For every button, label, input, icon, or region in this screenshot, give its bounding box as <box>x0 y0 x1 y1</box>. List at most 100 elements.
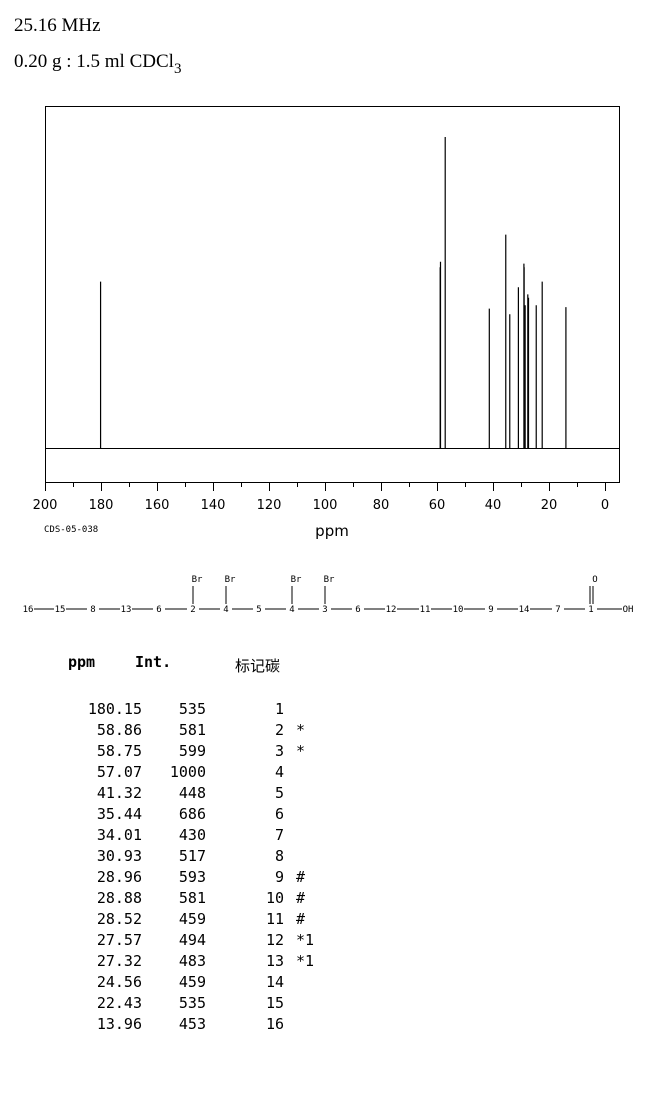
x-tick-label: 40 <box>485 498 502 513</box>
cell-note: *1 <box>296 931 315 949</box>
chain-atom-label: 10 <box>453 605 464 615</box>
cell-ppm: 30.93 <box>96 847 142 865</box>
cell-label: 16 <box>265 1015 284 1033</box>
cell-ppm: 13.96 <box>96 1015 142 1033</box>
x-tick-label: 160 <box>145 498 170 513</box>
x-tick-label: 20 <box>541 498 558 513</box>
chain-atom-label: 2 <box>190 605 195 615</box>
x-tick-label: 80 <box>373 498 390 513</box>
cell-ppm: 34.01 <box>96 826 142 844</box>
cell-int: 686 <box>178 805 206 823</box>
x-axis-tick-labels: 200 180 160 140 120 100 80 60 40 20 0 <box>33 498 610 513</box>
cell-label: 15 <box>265 994 284 1012</box>
col-header-label: 标记碳 <box>235 657 281 675</box>
cell-label: 13 <box>265 952 284 970</box>
cell-ppm: 27.57 <box>96 931 142 949</box>
chain-atom-label: 7 <box>555 605 560 615</box>
chain-atom-label: 6 <box>355 605 360 615</box>
cell-int: 581 <box>178 721 206 739</box>
cell-label: 5 <box>274 784 284 802</box>
x-tick-label: 200 <box>33 498 58 513</box>
chain-atom-label: 8 <box>90 605 95 615</box>
cell-int: 517 <box>178 847 206 865</box>
cell-ppm: 28.96 <box>96 868 142 886</box>
x-axis-ticks <box>45 483 606 491</box>
x-tick-label: 60 <box>429 498 446 513</box>
col-header-int: Int. <box>135 653 172 671</box>
cell-note: * <box>296 721 306 739</box>
cell-int: 581 <box>178 889 206 907</box>
substituent-label: Br <box>192 575 203 585</box>
chain-atom-label: 15 <box>55 605 66 615</box>
chain-atom-label: 14 <box>519 605 530 615</box>
substituent-label: Br <box>291 575 302 585</box>
chain-terminal-oh: OH <box>623 605 634 615</box>
cell-int: 1000 <box>169 763 206 781</box>
cell-ppm: 57.07 <box>96 763 142 781</box>
sample-conditions: 0.20 g : 1.5 ml CDCl3 <box>14 51 181 78</box>
spectrum-code: CDS-05-038 <box>44 525 99 535</box>
chain-atom-label: 4 <box>223 605 228 615</box>
cell-ppm: 24.56 <box>96 973 142 991</box>
chain-atom-label: 16 <box>23 605 34 615</box>
chain-atom-label: 3 <box>322 605 327 615</box>
cell-ppm: 58.86 <box>96 721 142 739</box>
cell-ppm: 27.32 <box>96 952 142 970</box>
chain-atom-label: 11 <box>420 605 431 615</box>
x-tick-label: 140 <box>201 498 226 513</box>
substituent-label: O <box>592 575 597 585</box>
cell-ppm: 58.75 <box>96 742 142 760</box>
chain-atom-label: 4 <box>289 605 294 615</box>
cell-int: 494 <box>178 931 206 949</box>
chain-atom-label: 6 <box>156 605 161 615</box>
cell-label: 1 <box>274 700 284 718</box>
cell-label: 12 <box>265 931 284 949</box>
spectrum-peaks <box>99 137 567 448</box>
cell-label: 11 <box>265 910 284 928</box>
x-tick-label: 120 <box>257 498 282 513</box>
substituent-label: Br <box>324 575 335 585</box>
cell-ppm: 28.52 <box>96 910 142 928</box>
cell-label: 10 <box>265 889 284 907</box>
cell-ppm: 22.43 <box>96 994 142 1012</box>
cell-note: # <box>296 889 306 907</box>
sample-conditions-subscript: 3 <box>173 61 182 77</box>
cell-int: 599 <box>178 742 206 760</box>
cell-ppm: 35.44 <box>96 805 142 823</box>
chain-atom-label: 5 <box>256 605 261 615</box>
cell-int: 453 <box>178 1015 206 1033</box>
cell-int: 535 <box>178 700 206 718</box>
cell-label: 4 <box>274 763 284 781</box>
cell-label: 6 <box>274 805 284 823</box>
cell-note: *1 <box>296 952 315 970</box>
cell-label: 2 <box>274 721 284 739</box>
cell-int: 593 <box>178 868 206 886</box>
cell-label: 9 <box>274 868 284 886</box>
cell-label: 3 <box>274 742 284 760</box>
chain-atom-label: 9 <box>488 605 493 615</box>
cell-int: 483 <box>178 952 206 970</box>
cell-note: # <box>296 868 306 886</box>
x-tick-label: 180 <box>89 498 114 513</box>
col-header-ppm: ppm <box>68 653 96 671</box>
plot-frame <box>45 106 620 483</box>
cell-label: 7 <box>274 826 284 844</box>
x-tick-label: 100 <box>313 498 338 513</box>
spectrometer-frequency: 25.16 MHz <box>14 15 101 36</box>
cell-label: 14 <box>265 973 284 991</box>
nmr-spectrum-chart: 200 180 160 140 120 100 80 60 40 20 0 ppm <box>33 106 620 540</box>
cell-note: # <box>296 910 306 928</box>
x-tick-label: 0 <box>601 498 609 513</box>
chain-atom-label: 1 <box>588 605 593 615</box>
cell-int: 459 <box>178 910 206 928</box>
substituent-label: Br <box>225 575 236 585</box>
sample-conditions-text: 0.20 g : 1.5 ml CDCl <box>14 51 174 72</box>
cell-ppm: 180.15 <box>87 700 142 718</box>
cell-int: 459 <box>178 973 206 991</box>
chain-atom-label: 12 <box>386 605 397 615</box>
cell-int: 535 <box>178 994 206 1012</box>
chain-atom-label: 13 <box>121 605 132 615</box>
cell-label: 8 <box>274 847 284 865</box>
cell-note: * <box>296 742 306 760</box>
structure-diagram: 16 15 8 13 6 2 4 5 4 3 6 12 11 10 9 14 7 1 OH Br Br Br Br O <box>23 575 634 615</box>
